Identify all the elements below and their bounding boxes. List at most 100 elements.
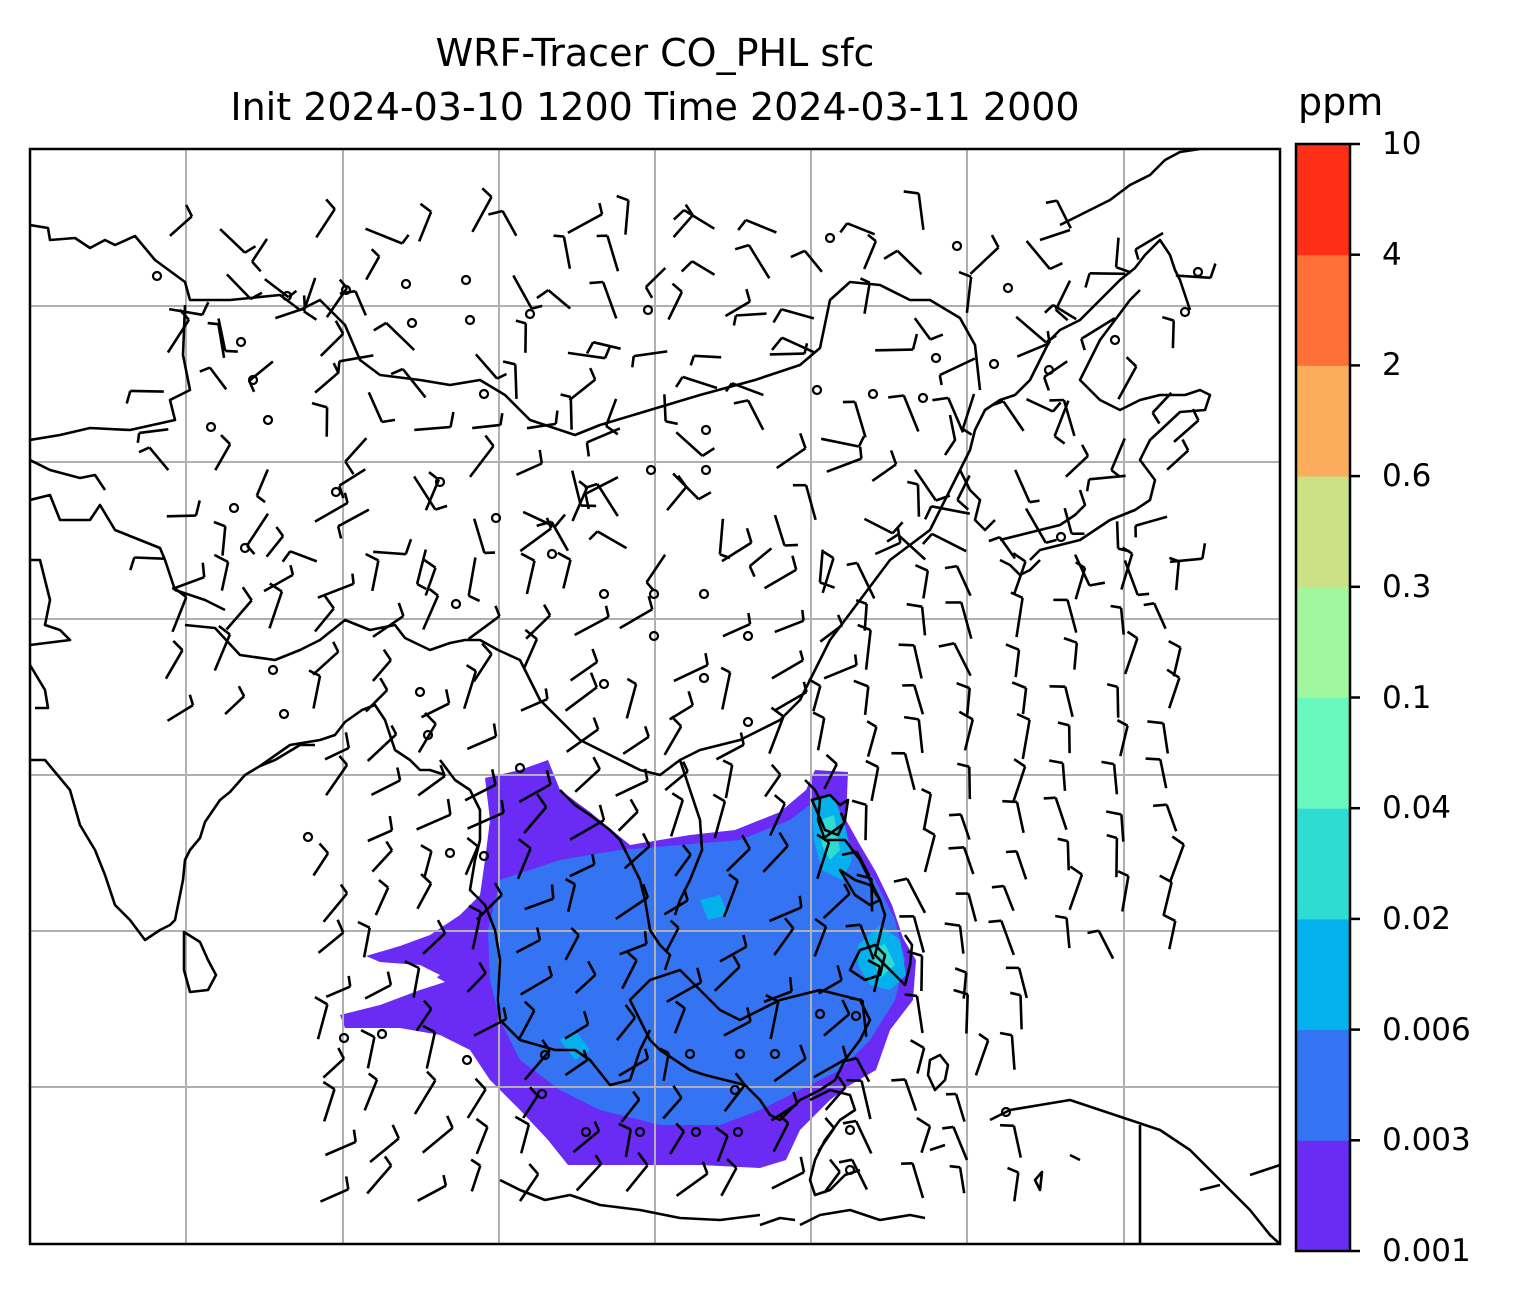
wind-barb-flag <box>898 643 915 647</box>
wind-barb-flag <box>1054 308 1069 322</box>
wind-barb-flag <box>1048 759 1064 765</box>
wind-barb-staff <box>863 517 894 535</box>
wind-barb-flag <box>906 480 919 486</box>
wind-barb-staff <box>870 766 880 802</box>
wind-barb-flag <box>468 904 482 914</box>
wind-barb-flag <box>907 950 923 957</box>
wind-barb-staff <box>1074 567 1087 600</box>
wind-barb-flag <box>386 971 393 986</box>
wind-barb-flag <box>1075 561 1086 570</box>
wind-barb-staff <box>817 1127 836 1152</box>
wind-barb-staff <box>735 312 767 317</box>
wind-barb-staff <box>1043 360 1068 379</box>
wind-barb-flag <box>360 1029 375 1039</box>
wind-barb-flag <box>734 1072 746 1086</box>
wind-barb-flag <box>604 605 610 618</box>
wind-barb-staff <box>567 351 606 360</box>
wind-barb-flag <box>490 769 497 786</box>
wind-barb-staff <box>1115 521 1120 549</box>
wind-barb-staff <box>1166 449 1190 471</box>
coastlines <box>30 149 1280 1244</box>
wind-barb-staff <box>903 1078 918 1112</box>
wind-barb-staff <box>620 1098 641 1123</box>
wind-barb-staff <box>1066 599 1078 633</box>
wind-barb-flag <box>843 883 851 895</box>
wind-barb-staff <box>564 1058 589 1077</box>
wind-barb-flag <box>836 614 844 626</box>
wind-barb-staff <box>662 1052 670 1081</box>
wind-barb-staff <box>662 1096 683 1120</box>
wind-barb-flag <box>631 355 635 368</box>
wind-barb-flag <box>1080 444 1090 457</box>
wind-barb-staff <box>604 398 618 427</box>
calm-wind-marker <box>814 1008 826 1020</box>
colorbar-unit: ppm <box>1298 80 1384 124</box>
wind-barb-flag <box>338 278 348 289</box>
wind-barb-flag <box>778 1114 790 1125</box>
wind-barb-staff <box>874 541 901 556</box>
wind-barb-flag <box>739 732 745 746</box>
wind-barb-staff <box>619 608 653 630</box>
wind-barb-staff <box>672 214 694 238</box>
calm-wind-marker <box>461 1054 473 1066</box>
wind-barb-flag <box>726 1158 738 1169</box>
wind-barb-flag <box>949 813 961 817</box>
wind-barb-staff <box>860 1080 872 1120</box>
wind-barb-flag <box>598 804 606 821</box>
wind-barb-flag <box>801 609 805 621</box>
wind-barb-flag <box>1010 591 1024 599</box>
calm-wind-marker <box>1002 282 1014 294</box>
wind-barb-staff <box>414 425 451 432</box>
wind-barb-staff <box>619 942 647 956</box>
wind-barb-flag <box>570 927 580 937</box>
wind-barb-flag <box>332 641 340 653</box>
wind-barb-staff <box>959 813 971 840</box>
wind-barb-flag <box>747 612 752 625</box>
wind-barb-flag <box>799 650 805 661</box>
wind-barb-staff <box>1016 341 1050 358</box>
wind-barb-flag <box>1159 874 1173 884</box>
wind-barb-flag <box>416 582 427 591</box>
calm-wind-marker <box>700 424 712 436</box>
wind-barb-staff <box>962 846 975 875</box>
wind-barb-flag <box>434 504 448 511</box>
colorbar-tick-label: 0.02 <box>1382 900 1452 937</box>
wind-barb-flag <box>351 573 355 584</box>
wind-barb-flag <box>496 372 508 380</box>
wind-barb-flag <box>322 1080 336 1091</box>
wind-barb-staff <box>314 501 349 523</box>
wind-barb-staff <box>518 1173 540 1202</box>
wind-barb-staff <box>1121 875 1130 912</box>
calm-wind-marker <box>205 421 217 433</box>
wind-barb-staff <box>462 670 478 710</box>
wind-barb-staff <box>683 208 715 230</box>
wind-barb-flag <box>367 1072 378 1081</box>
wind-barb-flag <box>682 761 689 773</box>
wind-barb-flag <box>814 917 827 928</box>
colorbar-segment <box>1296 144 1350 256</box>
wind-barb-staff <box>768 906 802 923</box>
wind-barb-flag <box>673 209 685 221</box>
wind-barb-flag <box>802 681 808 693</box>
wind-barb-staff <box>214 443 232 471</box>
wind-barb-staff <box>1172 647 1182 677</box>
wind-barb-flag <box>770 706 785 718</box>
wind-barb-staff <box>344 437 368 463</box>
wind-barb-staff <box>859 924 875 960</box>
wind-barb-flag <box>1115 265 1132 274</box>
wind-barb-staff <box>516 847 532 880</box>
wind-barb-flag <box>746 1007 752 1022</box>
wind-barb-staff <box>864 804 868 841</box>
wind-barb-staff <box>1168 920 1177 950</box>
wind-barb-flag <box>584 493 590 510</box>
calm-wind-marker <box>867 388 879 400</box>
wind-barb-staff <box>365 255 381 281</box>
wind-barb-flag <box>914 564 929 572</box>
wind-barb-flag <box>823 550 835 560</box>
wind-barb-flag <box>1012 552 1027 563</box>
wind-barb-flag <box>645 581 655 592</box>
wind-barb-staff <box>372 615 405 638</box>
wind-barb-staff <box>722 622 751 638</box>
wind-barb-flag <box>799 1156 806 1173</box>
wind-barb-staff <box>715 743 745 761</box>
